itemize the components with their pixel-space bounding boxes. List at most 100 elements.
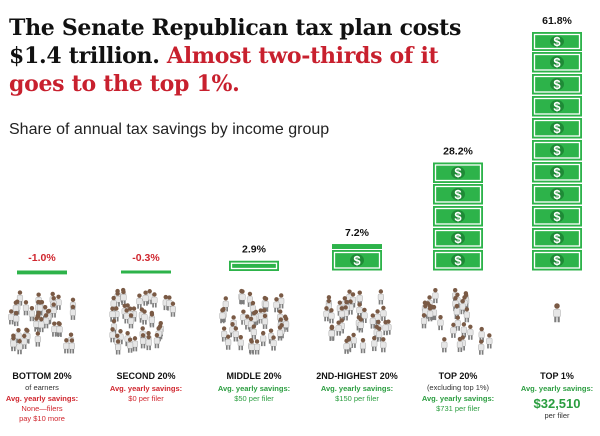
person-body xyxy=(478,344,485,351)
person-leg xyxy=(226,307,228,312)
person-leg xyxy=(277,336,280,341)
person-head xyxy=(381,337,386,342)
dollar-bill: $ xyxy=(532,184,582,205)
person-leg xyxy=(113,337,115,343)
person-leg xyxy=(252,350,254,355)
person-leg xyxy=(166,305,168,311)
person-leg xyxy=(467,317,470,323)
bar: $ xyxy=(332,244,382,271)
person-leg xyxy=(463,309,465,315)
person-leg xyxy=(122,314,125,319)
person-leg xyxy=(224,337,227,342)
person-leg xyxy=(154,303,157,308)
person-body xyxy=(454,320,461,327)
person-icon xyxy=(463,307,470,323)
crowd xyxy=(553,303,561,323)
person-leg xyxy=(139,304,142,309)
person-leg xyxy=(40,310,43,316)
person-leg xyxy=(444,347,447,353)
person-head xyxy=(111,319,117,324)
person-icon xyxy=(335,320,342,336)
person-leg xyxy=(424,323,427,329)
income-group-1: -1.0% BOTTOM 20% of earners Avg. yearly sav… xyxy=(6,252,78,423)
bill-seal xyxy=(550,188,564,201)
person-leg xyxy=(349,347,352,353)
person-leg xyxy=(250,311,253,317)
person-leg xyxy=(140,343,143,349)
person-leg xyxy=(343,316,346,321)
dollar-bill: $ xyxy=(433,206,483,227)
person-leg xyxy=(26,338,29,343)
person-icon xyxy=(33,316,40,332)
person-body xyxy=(13,315,20,323)
bar xyxy=(229,260,279,271)
person-head xyxy=(453,295,458,301)
person-head xyxy=(372,335,377,341)
person-leg xyxy=(466,303,469,309)
person-head xyxy=(326,295,332,300)
person-leg xyxy=(54,313,56,318)
dollar-bill: $ xyxy=(532,228,582,249)
person-head xyxy=(423,303,428,309)
person-body xyxy=(142,295,149,302)
person-leg xyxy=(20,349,22,355)
person-head xyxy=(461,322,467,327)
person-head xyxy=(271,335,276,340)
savings-title: Avg. yearly savings: xyxy=(110,384,182,393)
person-leg xyxy=(123,300,126,305)
person-icon xyxy=(382,320,389,336)
person-body xyxy=(148,316,155,324)
dollar-bill: $ xyxy=(532,52,582,73)
value-label: -1.0% xyxy=(28,252,56,264)
person-head xyxy=(118,329,123,334)
person-icon xyxy=(127,337,134,353)
person-body xyxy=(283,321,290,328)
person-leg xyxy=(337,311,340,316)
person-leg xyxy=(435,298,438,304)
person-leg xyxy=(17,301,20,306)
person-head xyxy=(127,337,133,342)
person-icon xyxy=(376,326,383,342)
person-icon xyxy=(328,308,335,324)
person-leg xyxy=(276,307,279,313)
bar-sliver xyxy=(17,270,67,275)
person-head xyxy=(111,295,116,301)
person-leg xyxy=(361,328,364,333)
bill-seal xyxy=(550,78,564,91)
person-head xyxy=(462,295,467,300)
person-head xyxy=(110,327,115,332)
person-head xyxy=(277,325,283,330)
person-icon xyxy=(328,325,335,341)
bill-border xyxy=(533,33,581,50)
bill-border xyxy=(434,164,482,182)
person-leg xyxy=(147,299,150,305)
person-head xyxy=(225,334,231,339)
person-head xyxy=(357,302,362,307)
person-body xyxy=(109,331,116,339)
person-leg xyxy=(383,347,386,353)
person-leg xyxy=(268,339,271,344)
bill-border xyxy=(533,75,581,93)
person-head xyxy=(554,303,560,309)
group-name: 2ND-HIGHEST 20% xyxy=(316,371,398,381)
person-leg xyxy=(131,323,134,329)
person-icon xyxy=(68,338,75,354)
person-head xyxy=(279,293,284,298)
person-leg xyxy=(43,323,46,329)
person-head xyxy=(381,305,386,311)
person-leg xyxy=(11,346,13,352)
person-head xyxy=(39,316,44,322)
person-leg xyxy=(41,327,44,333)
person-leg xyxy=(455,326,458,331)
person-icon xyxy=(456,336,463,353)
person-leg xyxy=(482,337,484,343)
savings-note: $731 per filer xyxy=(436,404,480,413)
person-icon xyxy=(151,292,158,308)
person-head xyxy=(154,333,160,338)
crowd xyxy=(109,287,176,355)
person-leg xyxy=(454,314,457,320)
person-icon xyxy=(377,289,384,305)
person-head xyxy=(360,337,366,343)
person-body xyxy=(10,340,17,348)
